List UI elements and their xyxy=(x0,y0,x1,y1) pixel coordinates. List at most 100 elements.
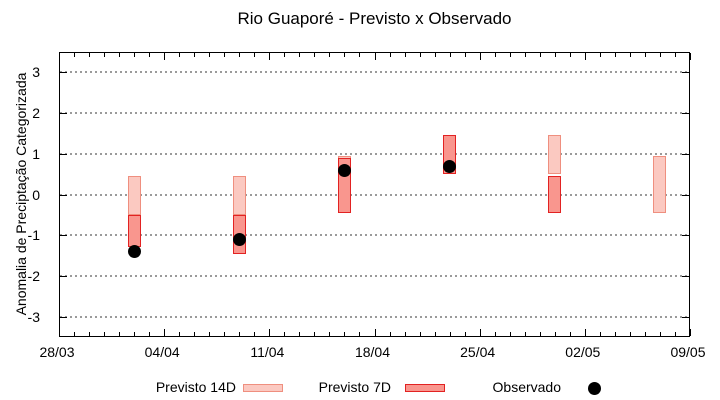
x-tick xyxy=(509,53,511,57)
legend-swatch-previsto-7d xyxy=(405,384,445,392)
y-tick xyxy=(682,235,689,237)
x-tick xyxy=(239,53,241,57)
x-tick xyxy=(359,53,361,57)
x-tick xyxy=(239,332,241,336)
x-tick xyxy=(344,53,346,57)
x-tick xyxy=(74,53,76,57)
previsto-14d-bar xyxy=(232,176,246,215)
y-tick xyxy=(60,275,67,277)
x-tick xyxy=(269,53,271,60)
x-tick xyxy=(524,53,526,57)
x-tick xyxy=(584,53,586,60)
x-tick xyxy=(644,53,646,57)
x-tick xyxy=(404,53,406,57)
x-tick-label: 28/03 xyxy=(39,344,75,360)
x-tick xyxy=(599,332,601,336)
previsto-14d-bar xyxy=(127,176,141,215)
y-tick xyxy=(60,194,67,196)
x-tick xyxy=(404,332,406,336)
x-tick xyxy=(614,332,616,336)
x-tick xyxy=(344,332,346,336)
x-tick xyxy=(119,53,121,57)
x-tick xyxy=(674,332,676,336)
x-tick xyxy=(690,329,691,336)
x-tick xyxy=(644,332,646,336)
x-tick xyxy=(329,332,331,336)
y-tick xyxy=(60,316,67,318)
x-tick xyxy=(59,329,60,336)
x-tick xyxy=(149,332,151,336)
x-tick xyxy=(74,332,76,336)
legend-label-previsto-7d: Previsto 7D xyxy=(318,379,391,395)
y-tick-label: 1 xyxy=(32,145,40,162)
x-tick xyxy=(690,53,691,60)
x-tick xyxy=(629,53,631,57)
x-tick xyxy=(299,332,301,336)
x-tick xyxy=(464,53,466,57)
x-tick xyxy=(359,332,361,336)
x-tick xyxy=(314,53,316,57)
x-tick xyxy=(449,332,451,336)
y-tick xyxy=(60,72,67,74)
observado-dot xyxy=(232,232,246,246)
y-tick xyxy=(682,194,689,196)
x-tick xyxy=(209,53,211,57)
x-tick-label: 18/04 xyxy=(354,344,391,360)
x-tick xyxy=(314,332,316,336)
x-tick xyxy=(659,332,661,336)
x-tick xyxy=(539,332,541,336)
x-tick xyxy=(299,53,301,57)
previsto-14d-bar xyxy=(548,135,562,175)
x-tick xyxy=(224,53,226,57)
x-tick xyxy=(494,53,496,57)
x-tick xyxy=(329,53,331,57)
y-tick xyxy=(682,72,689,74)
x-tick xyxy=(194,332,196,336)
x-tick xyxy=(554,332,556,336)
x-tick xyxy=(509,332,511,336)
x-tick xyxy=(479,53,481,60)
x-tick xyxy=(269,329,271,336)
y-tick xyxy=(60,153,67,155)
chart-title: Rio Guaporé - Previsto x Observado xyxy=(237,9,512,28)
x-tick xyxy=(419,53,421,57)
x-tick xyxy=(629,332,631,336)
y-tick xyxy=(682,153,689,155)
x-tick xyxy=(554,53,556,57)
observado-dot xyxy=(443,159,457,173)
x-tick xyxy=(464,332,466,336)
y-tick xyxy=(60,113,67,115)
previsto-14d-bar xyxy=(653,155,667,213)
x-tick xyxy=(164,329,166,336)
x-tick xyxy=(374,329,376,336)
y-gridline xyxy=(60,234,689,237)
x-tick xyxy=(479,329,481,336)
x-tick xyxy=(584,329,586,336)
x-tick xyxy=(254,332,256,336)
legend: Previsto 14D Previsto 7D Observado xyxy=(0,376,720,400)
y-gridline xyxy=(60,193,689,196)
x-tick xyxy=(434,332,436,336)
legend-label-previsto-14d: Previsto 14D xyxy=(155,379,236,395)
x-tick xyxy=(569,332,571,336)
x-tick xyxy=(674,53,676,57)
x-tick xyxy=(164,53,166,60)
x-tick xyxy=(134,332,136,336)
y-gridline xyxy=(60,152,689,155)
x-tick xyxy=(539,53,541,57)
x-tick xyxy=(659,53,661,57)
plot-area xyxy=(59,52,690,337)
x-tick xyxy=(89,332,91,336)
x-tick xyxy=(434,53,436,57)
x-tick xyxy=(104,53,106,57)
y-gridline xyxy=(60,274,689,277)
x-tick xyxy=(209,332,211,336)
y-gridline xyxy=(60,315,689,318)
x-tick xyxy=(284,332,286,336)
previsto-7d-bar xyxy=(548,176,562,213)
x-tick xyxy=(254,53,256,57)
x-tick-label: 09/05 xyxy=(670,344,706,360)
y-tick xyxy=(682,275,689,277)
x-tick xyxy=(224,332,226,336)
legend-swatch-previsto-14d xyxy=(243,384,283,392)
